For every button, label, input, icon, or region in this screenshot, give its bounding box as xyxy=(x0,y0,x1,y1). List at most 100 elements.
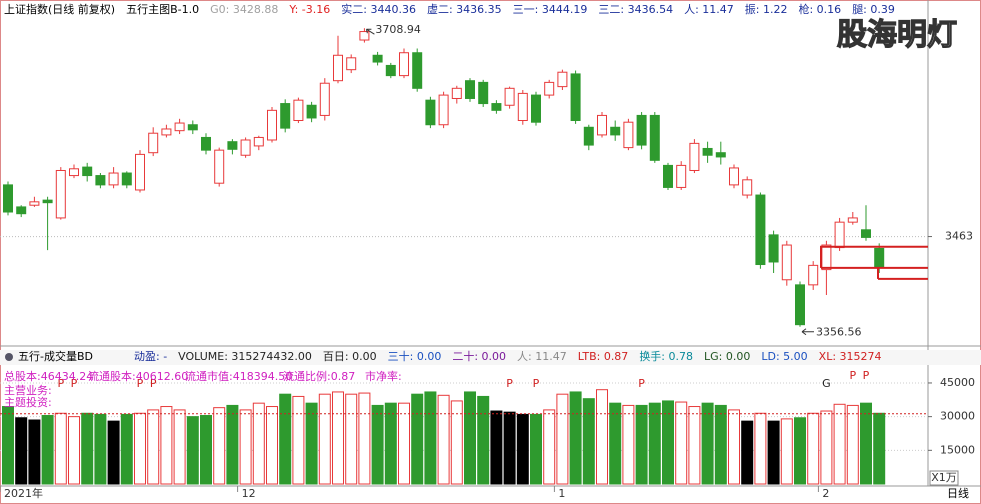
min-label: 3356.56 xyxy=(816,326,862,339)
volume-bar xyxy=(464,391,476,485)
volume-bar xyxy=(701,402,714,485)
candle-body xyxy=(597,114,607,136)
volume-bar xyxy=(134,412,146,485)
volume-bar xyxy=(622,404,635,485)
period-label: 日线 xyxy=(947,486,969,500)
signal: P xyxy=(71,377,78,390)
candle-body xyxy=(214,149,225,184)
volume-bar xyxy=(635,404,648,485)
volume-bar xyxy=(767,420,780,485)
candle-body xyxy=(306,104,317,119)
volume-bar xyxy=(609,402,622,485)
volume-bar xyxy=(741,420,754,485)
watermark: 股海明灯 xyxy=(837,18,957,53)
candle-body xyxy=(504,87,515,106)
volume-bar xyxy=(81,412,94,485)
candle-body xyxy=(108,172,119,186)
volume-bar xyxy=(239,409,252,485)
candle-body xyxy=(267,109,277,141)
y-tick-label: 3463 xyxy=(945,230,973,243)
candle-body xyxy=(240,139,251,156)
volume-bar xyxy=(728,409,740,485)
candle-body xyxy=(69,168,79,177)
candle-body xyxy=(623,121,634,149)
chart-title: 上证指数(日线 前复权) xyxy=(4,3,116,16)
candle-body xyxy=(544,81,555,96)
volume-bar xyxy=(107,420,120,485)
info-text: 主题投资: xyxy=(4,395,52,409)
candle-body xyxy=(412,52,423,89)
candle-body xyxy=(438,94,449,126)
candle-body xyxy=(808,264,819,286)
stat: 人: 11.47 xyxy=(684,3,734,16)
volume-bar xyxy=(200,415,212,485)
unit-box xyxy=(929,470,959,486)
stat: LD: 5.00 xyxy=(761,350,808,363)
stat: VOLUME: 315274432.00 xyxy=(178,350,312,363)
volume-bar xyxy=(266,406,278,485)
candle-body xyxy=(95,175,106,186)
candle-body xyxy=(861,229,871,238)
volume-bar xyxy=(596,389,608,485)
candle-body xyxy=(768,234,779,263)
candle-body xyxy=(517,92,528,122)
candle-body xyxy=(583,126,594,146)
volume-bar xyxy=(569,391,582,485)
candle-body xyxy=(372,54,383,63)
volume-bar xyxy=(807,412,820,485)
stat: 三一: 3444.19 xyxy=(512,3,588,16)
volume-bar xyxy=(398,402,410,485)
x-tick-label: 1 xyxy=(558,487,565,500)
volume-bar xyxy=(582,398,595,485)
candle-body xyxy=(465,80,475,99)
candle-body xyxy=(649,114,660,161)
signal: G xyxy=(822,377,831,390)
volume-bar xyxy=(503,411,516,485)
volume-bar xyxy=(530,413,542,485)
volume-bar xyxy=(54,412,67,485)
stat: 腿: 0.39 xyxy=(852,3,895,16)
candle-body xyxy=(201,136,211,151)
max-label: 3708.94 xyxy=(375,23,421,36)
volume-bar xyxy=(450,400,463,485)
candle-body xyxy=(689,142,700,171)
stat: 虚二: 3436.35 xyxy=(426,3,502,16)
candle-body xyxy=(715,152,726,158)
candle-body xyxy=(478,81,489,105)
candle-body xyxy=(42,199,53,204)
volume-bar xyxy=(437,394,450,485)
candle-body xyxy=(148,132,159,154)
candle-body xyxy=(319,82,330,116)
volume-bar xyxy=(833,403,846,485)
volume-bar xyxy=(424,391,437,485)
volume-title: 五行-成交量BD xyxy=(18,350,93,363)
candle-body xyxy=(3,184,13,213)
candle-body xyxy=(636,114,647,146)
volume-bar xyxy=(794,417,806,485)
volume-bar xyxy=(358,392,371,485)
candle-body xyxy=(676,164,687,188)
candle-body xyxy=(29,201,40,206)
volume-bar xyxy=(860,402,872,485)
volume-bar xyxy=(780,418,793,485)
stat: 实二: 3440.36 xyxy=(341,3,416,16)
stat: 枪: 0.16 xyxy=(798,3,842,16)
candle-body xyxy=(663,164,673,188)
candle-body xyxy=(280,103,291,129)
info-text: 总股本:46434.24 xyxy=(4,369,93,383)
volume-bar xyxy=(846,404,859,485)
stat: G0: 3428.88 xyxy=(210,3,279,16)
candle-body xyxy=(174,122,185,132)
volume-bar xyxy=(477,395,490,485)
candle-body xyxy=(161,128,172,136)
candle-body xyxy=(385,64,396,77)
volume-header: 五行-成交量BD 动盈: - VOLUME: 315274432.00 百日: 0.… xyxy=(18,350,882,364)
volume-bar xyxy=(173,409,186,485)
candle-body xyxy=(834,221,845,249)
signal: P xyxy=(57,377,64,390)
volume-bar xyxy=(68,416,80,485)
arrow xyxy=(801,328,814,336)
candle-body xyxy=(55,169,66,219)
candle-body xyxy=(531,94,541,123)
